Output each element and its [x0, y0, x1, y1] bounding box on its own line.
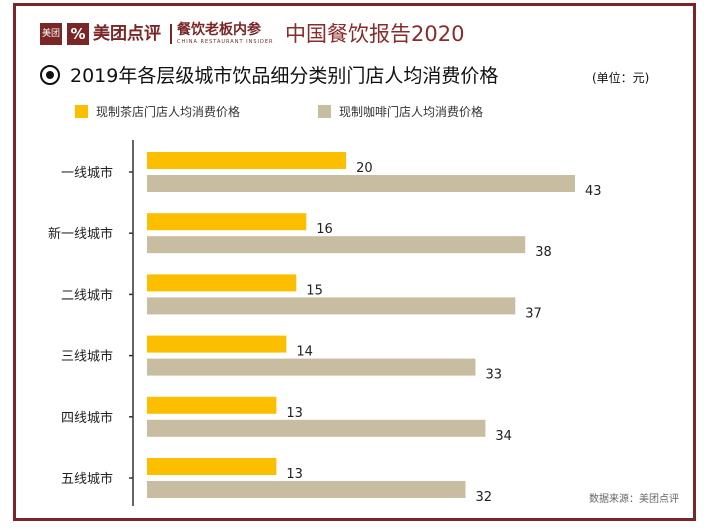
- bar-tea: [147, 335, 287, 353]
- legend-swatch-tea: [75, 105, 88, 118]
- bar-tea: [147, 458, 277, 475]
- category-label: 一线城市: [61, 165, 113, 181]
- bar-coffee: [147, 481, 466, 498]
- bar-coffee: [147, 175, 575, 192]
- bar-tea: [147, 274, 297, 292]
- report-header: 美团 % 美团点评 餐饮老板内参 CHINA RESTAURANT INSIDE…: [40, 22, 680, 48]
- category-label: 四线城市: [61, 410, 113, 426]
- dianping-logo-icon: %: [67, 23, 89, 45]
- data-label-coffee: 32: [476, 490, 493, 505]
- chart-unit: (单位：元): [592, 71, 650, 85]
- legend-label-tea: 现制茶店门店人均消费价格: [96, 105, 241, 119]
- data-label-coffee: 34: [495, 429, 512, 444]
- category-label: 三线城市: [61, 349, 113, 365]
- data-label-tea: 13: [286, 467, 303, 482]
- bar-tea: [147, 396, 277, 414]
- data-label-tea: 15: [306, 283, 323, 298]
- logo-divider: [170, 24, 172, 44]
- category-label: 五线城市: [61, 471, 113, 487]
- title-bullet-icon: [40, 65, 60, 85]
- data-label-coffee: 38: [535, 245, 552, 260]
- report-title: 中国餐饮报告2020: [285, 22, 465, 46]
- data-label-tea: 16: [316, 222, 333, 237]
- brand-name: 美团点评: [93, 24, 161, 44]
- chart-title: 2019年各层级城市饮品细分类别门店人均消费价格: [70, 65, 499, 87]
- bar-coffee: [147, 358, 476, 376]
- data-label-tea: 14: [296, 345, 313, 360]
- data-label-coffee: 33: [485, 368, 502, 383]
- chart-title-row: 2019年各层级城市饮品细分类别门店人均消费价格 (单位：元): [40, 62, 690, 92]
- bar-coffee: [147, 297, 516, 315]
- bar-coffee: [147, 419, 486, 437]
- legend-label-coffee: 现制咖啡门店人均消费价格: [339, 105, 484, 119]
- data-label-tea: 13: [286, 406, 303, 421]
- data-label-coffee: 37: [525, 306, 542, 321]
- data-label-coffee: 43: [585, 184, 602, 199]
- report-frame: [13, 3, 696, 521]
- bar-coffee: [147, 236, 526, 254]
- media-logo-subtitle: CHINA RESTAURANT INSIDER: [177, 39, 274, 45]
- data-source: 数据来源：美团点评: [589, 494, 679, 505]
- bar-tea: [147, 152, 347, 169]
- category-label: 新一线城市: [48, 226, 113, 242]
- data-label-tea: 20: [356, 161, 373, 176]
- meituan-logo: 美团: [40, 23, 62, 45]
- media-logo: 餐饮老板内参: [177, 22, 261, 38]
- bar-tea: [147, 213, 307, 231]
- category-label: 二线城市: [61, 287, 113, 303]
- legend-swatch-coffee: [318, 105, 331, 118]
